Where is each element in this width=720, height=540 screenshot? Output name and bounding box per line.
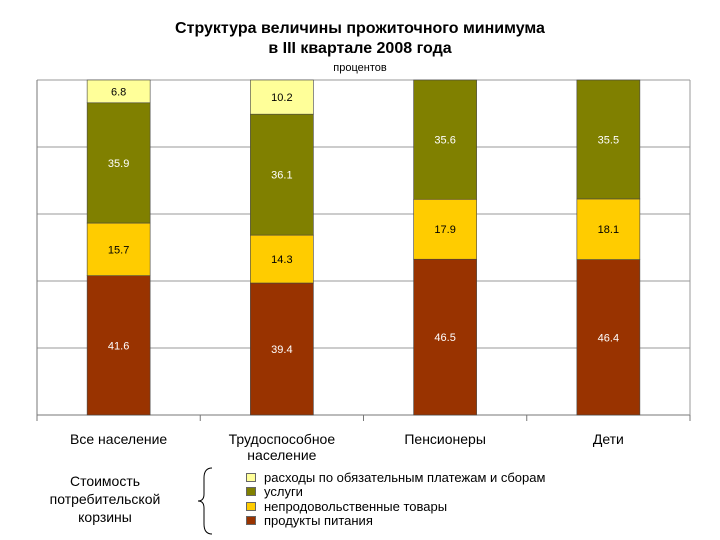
legend-label: услуги [264,484,303,500]
bar-segment-obligatory [250,79,314,115]
data-label: 17.9 [434,224,455,236]
bar-segment-services [576,79,641,200]
data-label: 39.4 [271,344,292,356]
basket-label-line1: Стоимость [69,473,141,489]
data-label: 46.4 [598,332,619,344]
legend-swatch [246,472,256,482]
legend-swatch [246,501,256,511]
category-label-line: Дети [592,431,624,447]
bar-segment-nonfood [250,234,314,284]
category-label-line: Пенсионеры [404,431,486,447]
data-label: 35.6 [434,135,455,147]
chart-title-line2: в III квартале 2008 года [268,40,452,57]
legend-swatch [246,516,256,526]
bar-segment-nonfood [413,198,477,260]
bar-segment-obligatory [86,79,151,104]
chart-title-line1: Структура величины прожиточного минимума [175,20,545,37]
category-label-line: Трудоспособное [228,431,336,447]
category-label: Трудоспособное население [200,431,364,463]
data-label: 46.5 [434,332,455,344]
bar-segment-services [413,79,477,200]
basket-label-line2: потребительской [49,491,161,507]
legend-label: расходы по обязательным платежам и сбора… [264,469,546,485]
legend-swatch [246,487,256,497]
data-label: 35.5 [598,134,619,146]
stacked-bar-chart: 41.6 15.7 35.9 6.8 39.4 14.3 36.1 10.2 46.5 17.9 3… [36,79,691,421]
legend: расходы по обязательным платежам и сбора… [246,470,545,528]
data-label: 36.1 [271,170,292,182]
unit-label: процентов [333,62,387,74]
data-label: 14.3 [271,254,292,266]
data-label: 15.7 [108,244,129,256]
category-label: Дети [526,431,690,447]
data-label: 18.1 [598,224,619,236]
bar-segment-food [576,259,641,416]
data-label: 41.6 [108,340,129,352]
bar-segment-services [250,113,314,236]
bar-segment-food [413,258,477,416]
bar-segment-nonfood [576,198,641,260]
data-label: 10.2 [271,92,292,104]
legend-item-services: услуги [246,484,545,500]
brace-icon [197,467,213,535]
category-label-line: население [247,447,317,463]
legend-item-food: продукты питания [246,513,545,529]
category-label: Пенсионеры [363,431,527,447]
data-label: 35.9 [108,158,129,170]
basket-label-line3: корзины [78,509,132,525]
legend-label: непродовольственные товары [264,498,448,514]
basket-label: Стоимость потребительской корзины [30,472,180,526]
data-label: 6.8 [111,86,126,98]
legend-item-nonfood: непродовольственные товары [246,499,545,514]
legend-label: продукты питания [264,513,373,529]
legend-item-obligatory: расходы по обязательным платежам и сбора… [246,470,545,485]
category-label-line: Все население [70,431,168,447]
category-label: Все население [37,431,201,447]
